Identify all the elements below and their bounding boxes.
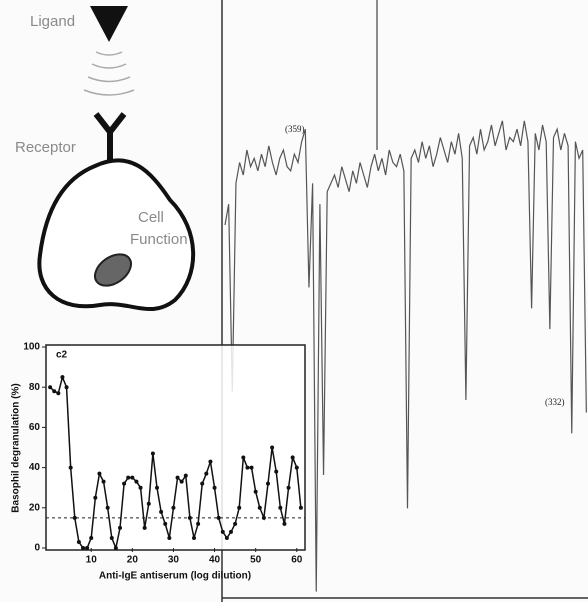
data-point — [212, 485, 217, 490]
panel-label: c2 — [56, 350, 68, 361]
data-point — [208, 459, 213, 464]
data-point — [216, 515, 221, 520]
data-point — [282, 521, 287, 526]
data-point — [220, 529, 225, 534]
data-point — [52, 389, 57, 394]
x-tick-label: 50 — [250, 555, 262, 566]
data-point — [245, 465, 250, 470]
inset-frame — [45, 344, 306, 551]
data-point — [64, 385, 69, 390]
data-point — [224, 535, 229, 540]
y-axis-label: Basophil degranulation (%) — [11, 383, 22, 512]
y-tick-label: 80 — [29, 382, 41, 393]
data-point — [204, 471, 209, 476]
data-point — [200, 481, 205, 486]
cell-icon — [37, 158, 196, 311]
x-tick-label: 30 — [168, 555, 180, 566]
data-point — [237, 505, 242, 510]
data-point — [192, 535, 196, 540]
data-point — [101, 479, 106, 484]
x-tick-label: 60 — [291, 555, 303, 566]
data-point — [286, 485, 291, 490]
data-point — [155, 485, 159, 490]
data-point — [270, 445, 275, 450]
data-point — [163, 521, 168, 526]
data-point — [81, 546, 85, 550]
data-point — [134, 479, 139, 484]
y-tick-label: 20 — [29, 502, 41, 513]
diagram: Ligand Receptor Cell Function — [15, 6, 196, 311]
data-point — [233, 521, 238, 526]
data-point — [85, 546, 90, 550]
data-point — [89, 535, 94, 540]
y-tick-label: 100 — [23, 342, 40, 353]
data-point — [146, 501, 151, 506]
x-axis-label: Anti-IgE antiserum (log dilution) — [99, 571, 251, 582]
receptor-label: Receptor — [15, 139, 76, 156]
data-point — [187, 515, 192, 520]
data-line — [49, 374, 302, 551]
data-point — [109, 535, 114, 540]
annotation: (359) — [285, 124, 305, 134]
inset-chart: c2 Anti-IgE antiserum (log dilution) Bas… — [11, 342, 306, 582]
data-point — [278, 505, 283, 510]
data-point — [138, 485, 143, 490]
data-point — [126, 475, 131, 480]
signal-waves — [83, 51, 135, 96]
data-point — [290, 455, 295, 460]
data-point — [93, 495, 98, 500]
data-point — [298, 505, 303, 510]
x-tick-label: 40 — [209, 555, 221, 566]
y-tick-label: 60 — [29, 422, 41, 433]
data-point — [97, 471, 102, 476]
data-point — [257, 505, 262, 510]
data-point — [266, 481, 270, 486]
data-point — [76, 539, 81, 544]
data-point — [113, 546, 118, 550]
ligand-label: Ligand — [30, 13, 75, 30]
nucleus-icon — [93, 253, 133, 287]
x-tick-label: 10 — [86, 555, 98, 566]
data-point — [118, 525, 122, 530]
data-point — [175, 475, 180, 480]
data-point — [196, 521, 201, 526]
data-point — [105, 505, 110, 510]
data-point — [229, 529, 233, 534]
annotation: (332) — [545, 397, 565, 407]
data-point — [183, 473, 188, 478]
y-tick-label: 0 — [34, 543, 40, 554]
data-point — [72, 515, 77, 520]
data-point — [130, 475, 135, 480]
data-point — [142, 525, 147, 530]
data-point — [48, 385, 53, 390]
data-point — [274, 469, 279, 474]
data-point — [294, 465, 299, 470]
ligand-icon — [90, 6, 128, 42]
data-point — [241, 455, 246, 460]
data-point — [60, 375, 65, 380]
data-point — [167, 535, 172, 540]
x-tick-label: 20 — [127, 555, 139, 566]
data-point — [159, 509, 164, 514]
data-point — [261, 515, 266, 520]
data-point — [249, 465, 254, 470]
trace-line — [224, 120, 587, 592]
y-tick-label: 40 — [29, 462, 41, 473]
data-point — [253, 489, 258, 494]
data-point — [179, 479, 184, 484]
data-point — [150, 451, 155, 456]
cell-label: Function — [130, 231, 188, 248]
data-point — [56, 391, 61, 396]
data-point — [171, 505, 176, 510]
cell-label: Cell — [138, 209, 164, 226]
data-point — [68, 465, 73, 470]
data-point — [122, 481, 127, 486]
